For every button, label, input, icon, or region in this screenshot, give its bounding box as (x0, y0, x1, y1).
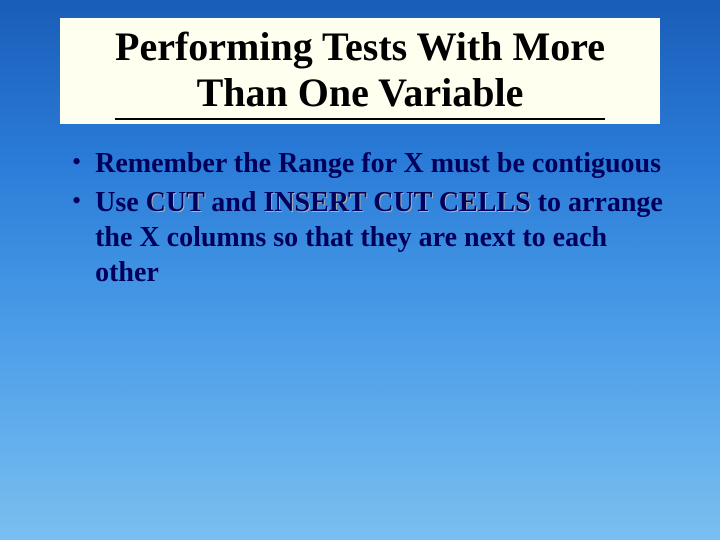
list-item: • Remember the Range for X must be conti… (72, 146, 672, 181)
title-line-1: Performing Tests With More (115, 24, 605, 70)
slide-title: Performing Tests With More Than One Vari… (115, 24, 605, 120)
title-box: Performing Tests With More Than One Vari… (60, 18, 660, 124)
list-item: • Use CUT and INSERT CUT CELLS to arrang… (72, 185, 672, 290)
keyword-insert-cut-cells: INSERT CUT CELLS (263, 187, 530, 218)
bullet-text-2: Use CUT and INSERT CUT CELLS to arrange … (95, 185, 672, 290)
bullet-dot-icon: • (72, 146, 81, 178)
bullet-dot-icon: • (72, 185, 81, 217)
bullet-list: • Remember the Range for X must be conti… (48, 146, 672, 290)
bullet-text-1: Remember the Range for X must be contigu… (95, 146, 661, 181)
title-line-2: Than One Variable (115, 70, 605, 116)
keyword-cut: CUT (146, 187, 205, 218)
text-segment: Use (95, 187, 146, 218)
text-segment: and (204, 187, 263, 218)
slide: Performing Tests With More Than One Vari… (0, 0, 720, 540)
